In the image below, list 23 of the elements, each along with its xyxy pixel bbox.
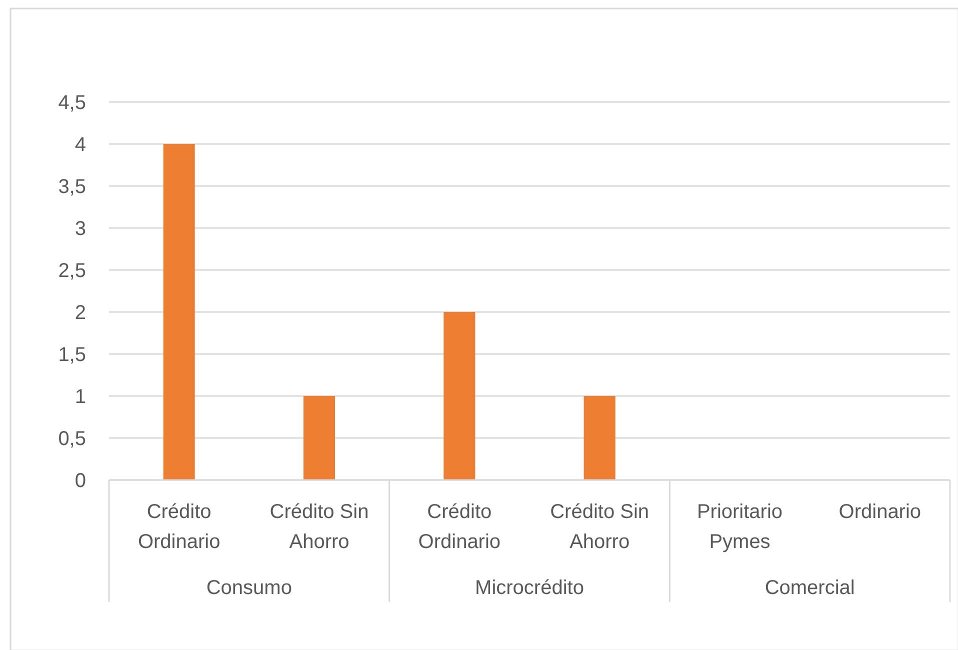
x-tick-label: Crédito Sin Ahorro (270, 501, 369, 553)
x-tick-label: Prioritario Pymes (696, 501, 783, 553)
y-tick-label: 0 (74, 470, 86, 492)
y-tick-label: 1,5 (58, 344, 86, 366)
text: Microcrédito (475, 577, 584, 599)
y-tick-label: 1 (74, 386, 86, 408)
y-tick-label: 2 (74, 302, 86, 324)
text: Comercial (764, 577, 855, 599)
y-tick-label: 2,5 (58, 260, 86, 282)
y-tick-label: 3 (74, 218, 86, 240)
x-tick-label: Crédito Ordinario (138, 501, 220, 553)
x-tick-label: Crédito Ordinario (418, 501, 501, 553)
text: Consumo (206, 577, 292, 599)
bar (163, 144, 195, 480)
y-tick-label: 0,5 (58, 428, 86, 450)
y-tick-label: 3,5 (58, 176, 86, 198)
y-tick-label: 4 (74, 134, 86, 156)
bar (584, 396, 616, 480)
x-tick-label: Ordinario (838, 501, 922, 523)
bar (303, 396, 336, 480)
bar (444, 312, 476, 480)
y-tick-label: 4,5 (58, 92, 86, 114)
x-tick-label: Crédito Sin Ahorro (550, 501, 650, 553)
